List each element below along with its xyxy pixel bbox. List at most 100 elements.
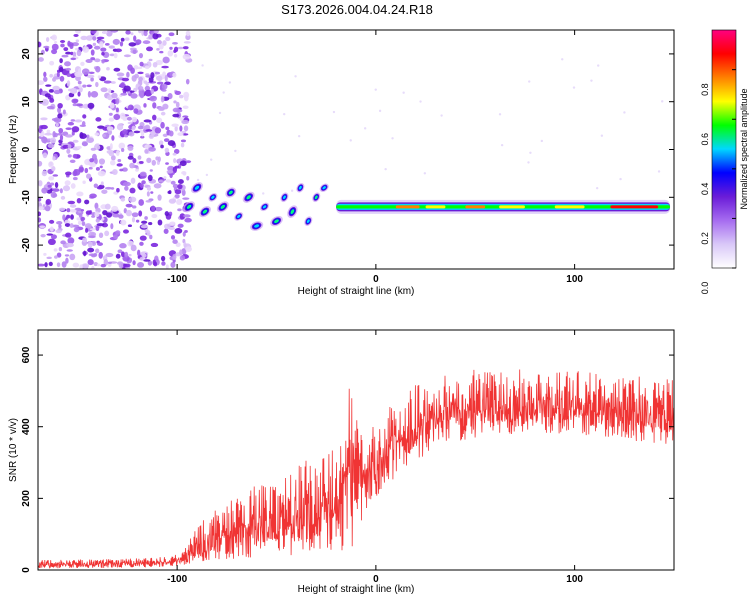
noise-blob — [93, 262, 98, 267]
noise-blob — [185, 30, 191, 37]
noise-blob — [65, 171, 72, 176]
noise-blob — [119, 112, 126, 120]
noise-blob — [148, 146, 156, 152]
noise-blob — [141, 220, 148, 224]
x-tick-label: 0 — [373, 274, 379, 285]
noise-blob — [154, 127, 162, 134]
noise-blob — [81, 120, 86, 127]
noise-blob — [126, 116, 132, 121]
faint-speck — [500, 143, 504, 147]
noise-blob — [138, 30, 142, 34]
noise-blob — [100, 263, 107, 268]
noise-blob — [123, 263, 131, 268]
noise-blob — [128, 253, 132, 257]
noise-blob — [115, 107, 119, 113]
spectral-lobe — [208, 193, 218, 202]
faint-speck — [590, 79, 593, 82]
noise-blob — [113, 113, 121, 121]
spectrogram-x-axis-label: Height of straight line (km) — [298, 286, 415, 297]
noise-blob — [47, 184, 52, 188]
noise-blob — [138, 210, 143, 217]
noise-blob — [137, 155, 142, 160]
noise-blob — [55, 122, 59, 128]
spectral-lobe — [312, 192, 321, 203]
noise-blob — [172, 152, 177, 156]
noise-blob — [90, 147, 97, 151]
noise-blob — [181, 119, 190, 125]
noise-blob — [47, 238, 56, 246]
faint-speck — [561, 58, 564, 61]
noise-blob — [166, 170, 174, 174]
snr-y-ticks: 0 200 400 600 — [21, 346, 674, 573]
noise-blob — [108, 117, 115, 122]
noise-blob — [152, 61, 158, 68]
noise-blob — [124, 37, 130, 41]
noise-blob — [143, 259, 151, 262]
faint-speck — [527, 161, 530, 164]
y-tick-label: 400 — [21, 418, 32, 435]
noise-blob — [106, 66, 110, 71]
noise-blob — [49, 137, 57, 144]
noise-blob — [90, 77, 94, 82]
noise-blob — [146, 186, 152, 191]
noise-blob — [85, 227, 89, 233]
noise-blob — [86, 173, 92, 179]
noise-blob — [59, 188, 63, 194]
noise-blob — [102, 133, 106, 138]
noise-blob — [143, 125, 150, 130]
noise-blob — [142, 40, 151, 45]
noise-blob — [182, 46, 189, 50]
figure-title: S173.2026.004.04.24.R18 — [281, 2, 433, 17]
noise-blob — [65, 257, 69, 264]
noise-blob — [170, 235, 176, 240]
noise-blob — [72, 153, 78, 159]
faint-speck — [205, 173, 209, 177]
noise-blob — [160, 121, 165, 129]
noise-blob — [122, 128, 128, 135]
noise-blob — [138, 199, 145, 206]
noise-blob — [70, 214, 74, 220]
noise-blob — [120, 37, 125, 42]
noise-blob — [96, 36, 105, 40]
spectral-lobe — [319, 183, 329, 193]
y-tick-label: -20 — [21, 237, 32, 252]
noise-blob — [183, 242, 187, 248]
noise-blob — [130, 32, 134, 36]
noise-blob — [162, 56, 170, 64]
faint-speck — [290, 189, 294, 192]
noise-blob — [87, 90, 92, 98]
noise-blob — [183, 214, 191, 218]
faint-speck — [572, 86, 576, 89]
noise-blob — [185, 78, 190, 85]
noise-blob — [127, 224, 133, 228]
faint-speck — [595, 186, 599, 190]
noise-blob — [41, 187, 48, 194]
noise-blob — [95, 65, 101, 73]
noise-blob — [109, 53, 115, 57]
noise-blob — [79, 133, 87, 139]
noise-blob — [149, 95, 157, 102]
noise-blob — [84, 223, 92, 229]
noise-blob — [154, 206, 163, 212]
noise-blob — [111, 135, 115, 141]
noise-blob — [66, 208, 71, 213]
faint-speck — [528, 80, 531, 83]
noise-blob — [112, 213, 120, 218]
lobe-core — [298, 185, 302, 190]
noise-blob — [172, 113, 180, 118]
noise-blob — [177, 179, 184, 185]
noise-blob — [101, 59, 105, 64]
noise-blob — [67, 42, 74, 47]
noise-blob — [38, 217, 42, 223]
noise-blob — [148, 34, 154, 40]
faint-speck — [378, 109, 382, 113]
noise-blob — [78, 166, 84, 173]
faint-speck — [349, 139, 352, 142]
noise-blob — [129, 90, 135, 93]
noise-blob — [88, 253, 97, 257]
faint-speck — [661, 100, 664, 103]
noise-blob — [177, 132, 184, 136]
noise-blob — [130, 93, 138, 99]
noise-blob — [72, 262, 80, 268]
noise-blob — [150, 242, 159, 248]
